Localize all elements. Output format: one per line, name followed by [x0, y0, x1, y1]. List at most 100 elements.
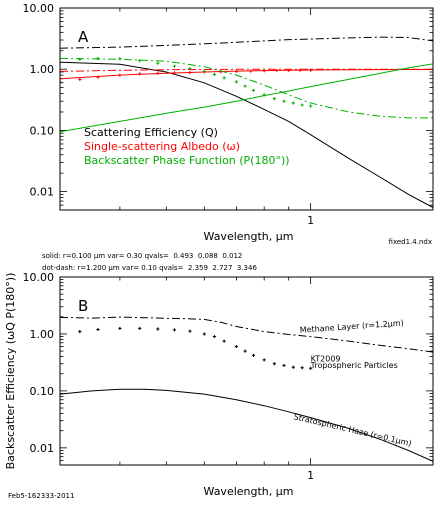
data-point: [172, 328, 177, 332]
data-point: [156, 61, 160, 65]
data-point: [282, 99, 286, 103]
data-point: [172, 71, 177, 75]
legend-item: Single-scattering Albedo (ω): [84, 140, 240, 153]
data-point: [287, 68, 291, 73]
data-point: [251, 353, 256, 358]
data-point: [234, 80, 238, 84]
y-ticks: [60, 7, 433, 211]
data-point: [282, 363, 286, 368]
param-solid-text: solid: r=0.100 μm var= 0.30 qvals= 0.493…: [42, 252, 242, 260]
plot-frame: [59, 7, 434, 211]
panel-label: A: [78, 28, 89, 46]
y-tick-label: 1.00: [30, 328, 55, 341]
x-axis-label: Wavelength, μm: [204, 485, 294, 498]
data-point: [291, 365, 295, 369]
x-tick-label: 1: [307, 469, 314, 482]
y-tick-label: 1.00: [30, 63, 55, 76]
data-point: [60, 80, 62, 84]
data-point: [96, 75, 100, 79]
data-point: [118, 57, 122, 61]
x-ticks: [59, 277, 312, 465]
y-tick-label: 0.01: [30, 442, 55, 455]
data-point: [262, 93, 266, 97]
data-point: [272, 97, 276, 101]
data-point: [251, 88, 256, 93]
data-point: [172, 64, 177, 68]
data-point: [243, 84, 247, 88]
data-point: [298, 68, 302, 72]
data-point: [138, 326, 142, 331]
data-point: [212, 334, 217, 339]
data-point: [156, 327, 160, 331]
data-point: [118, 73, 122, 77]
file-label: fixed1.4.ndx: [389, 238, 432, 246]
legend: Scattering Efficiency (Q)Single-scatteri…: [84, 126, 290, 167]
data-point: [309, 366, 313, 370]
data-point: [262, 358, 266, 362]
annotation-label: Stratospheric Haze (r=0.1μm): [293, 412, 412, 448]
panel-label: B: [78, 297, 88, 315]
data-point: [275, 68, 279, 73]
data-point: [188, 67, 192, 71]
y-tick-label: 0.10: [30, 124, 55, 137]
data-point: [78, 57, 82, 61]
series-group: [60, 316, 433, 462]
data-point: [118, 326, 122, 331]
data-point: [138, 72, 142, 76]
data-point: [138, 59, 142, 63]
legend-item: Scattering Efficiency (Q): [84, 126, 218, 139]
x-tick-label: 1: [307, 214, 314, 227]
data-point: [202, 332, 206, 336]
series-line: [60, 57, 433, 119]
x-ticks: [59, 8, 312, 210]
y-tick-label: 0.10: [30, 385, 55, 398]
data-point: [78, 329, 82, 334]
data-point: [234, 69, 238, 74]
series-line: [60, 63, 433, 133]
y-axis-label: Backscatter Efficiency (ωQ P(180°)): [4, 273, 17, 470]
data-point: [291, 101, 295, 105]
series-line: [60, 61, 433, 208]
y-tick-label: 10.00: [23, 2, 55, 15]
data-point: [272, 362, 276, 366]
annotation-label: KT2009: [311, 354, 341, 363]
param-dotdash-text: dot-dash: r=1.200 μm var= 0.10 qvals= 2.…: [42, 264, 257, 272]
timestamp-text: Feb5-162333-2011: [8, 492, 74, 500]
series-line: [60, 388, 433, 462]
data-point: [212, 72, 217, 77]
panel-a: 10.00 1.00 0.10 0.01 1 Wavelength, μm A Scatter…: [23, 2, 434, 243]
x-axis-label: Wavelength, μm: [204, 230, 294, 243]
data-point: [188, 329, 192, 333]
series-line: [60, 36, 433, 49]
data-point: [78, 77, 82, 82]
data-point: [156, 71, 160, 75]
data-point: [188, 70, 192, 75]
series-points: [78, 56, 313, 108]
data-point: [96, 56, 100, 61]
data-point: [202, 69, 206, 74]
data-point: [96, 327, 100, 332]
data-point: [222, 76, 226, 80]
plot-frame: [59, 276, 434, 466]
data-point: [309, 104, 313, 108]
data-point: [300, 103, 304, 107]
data-point: [243, 349, 247, 353]
series-line: [60, 316, 433, 353]
data-point: [309, 68, 313, 72]
y-tick-label: 10.00: [23, 271, 55, 284]
panel-b: 10.00 1.00 0.10 0.01 1 Wavelength, μm Backscat…: [4, 271, 434, 498]
series-group: [60, 36, 433, 208]
data-point: [222, 339, 226, 343]
series-points: [78, 326, 313, 370]
y-tick-label: 0.01: [30, 186, 55, 199]
annotation-label: Methane Layer (r=1.2μm): [299, 318, 404, 334]
data-point: [262, 69, 266, 73]
data-point: [249, 69, 253, 73]
data-point: [234, 344, 238, 349]
legend-item: Backscatter Phase Function (P(180°)): [84, 154, 290, 167]
series-line: [60, 68, 433, 72]
annotation-label: Tropospheric Particles: [310, 361, 398, 370]
data-point: [300, 366, 304, 370]
